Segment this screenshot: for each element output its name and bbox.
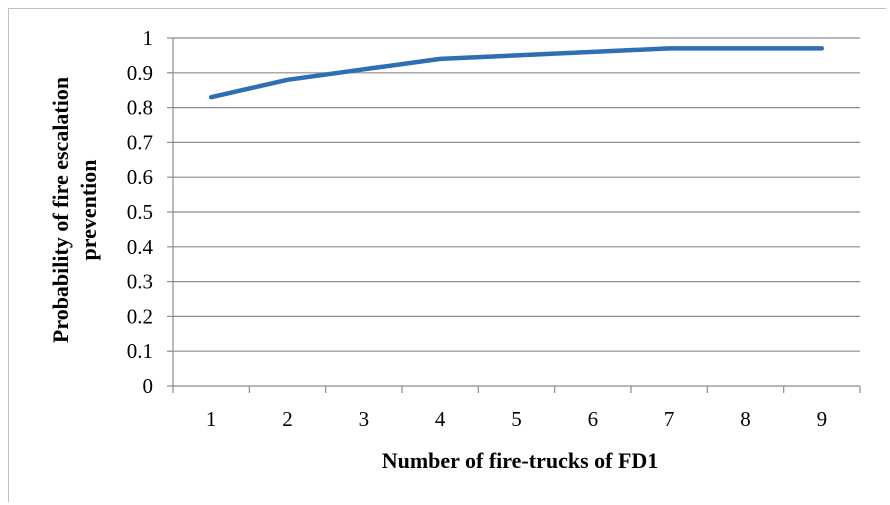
y-tick-label: 0.6 [127, 165, 153, 189]
x-axis-title: Number of fire-trucks of FD1 [382, 448, 659, 473]
x-tick-label: 5 [511, 407, 522, 431]
y-tick-label: 0 [143, 374, 154, 398]
series-line [208, 46, 825, 100]
y-tick-labels: 0 0.1 0.2 0.3 0.4 0.5 0.6 0.7 0.8 0.9 1 [127, 26, 154, 398]
x-tick-labels: 1 2 3 4 5 6 7 8 9 [206, 407, 827, 431]
y-tick-label: 0.8 [127, 96, 153, 120]
y-axis-title-line-1: Probability of fire escalation [48, 77, 73, 343]
y-tick-label: 0.9 [127, 61, 153, 85]
chart-frame [8, 8, 886, 502]
series [208, 46, 825, 100]
y-axis-title-line-2: prevention [76, 159, 101, 260]
x-tick-label: 3 [359, 407, 370, 431]
x-tick-label: 8 [740, 407, 751, 431]
y-tick-label: 1 [143, 26, 154, 50]
x-tick-label: 1 [206, 407, 217, 431]
x-tick-label: 7 [664, 407, 675, 431]
axes [167, 37, 861, 393]
y-tick-label: 0.3 [127, 270, 153, 294]
y-tick-label: 0.5 [127, 200, 153, 224]
y-tick-label: 0.2 [127, 304, 153, 328]
x-tick-label: 4 [435, 407, 446, 431]
y-tick-label: 0.7 [127, 130, 153, 154]
x-tick-label: 6 [588, 407, 599, 431]
x-tick-label: 2 [282, 407, 293, 431]
y-tick-label: 0.1 [127, 339, 153, 363]
y-tick-label: 0.4 [127, 235, 154, 259]
gridlines [173, 37, 860, 352]
x-tick-label: 9 [817, 407, 828, 431]
y-axis-title: Probability of fire escalation preventio… [48, 77, 101, 343]
